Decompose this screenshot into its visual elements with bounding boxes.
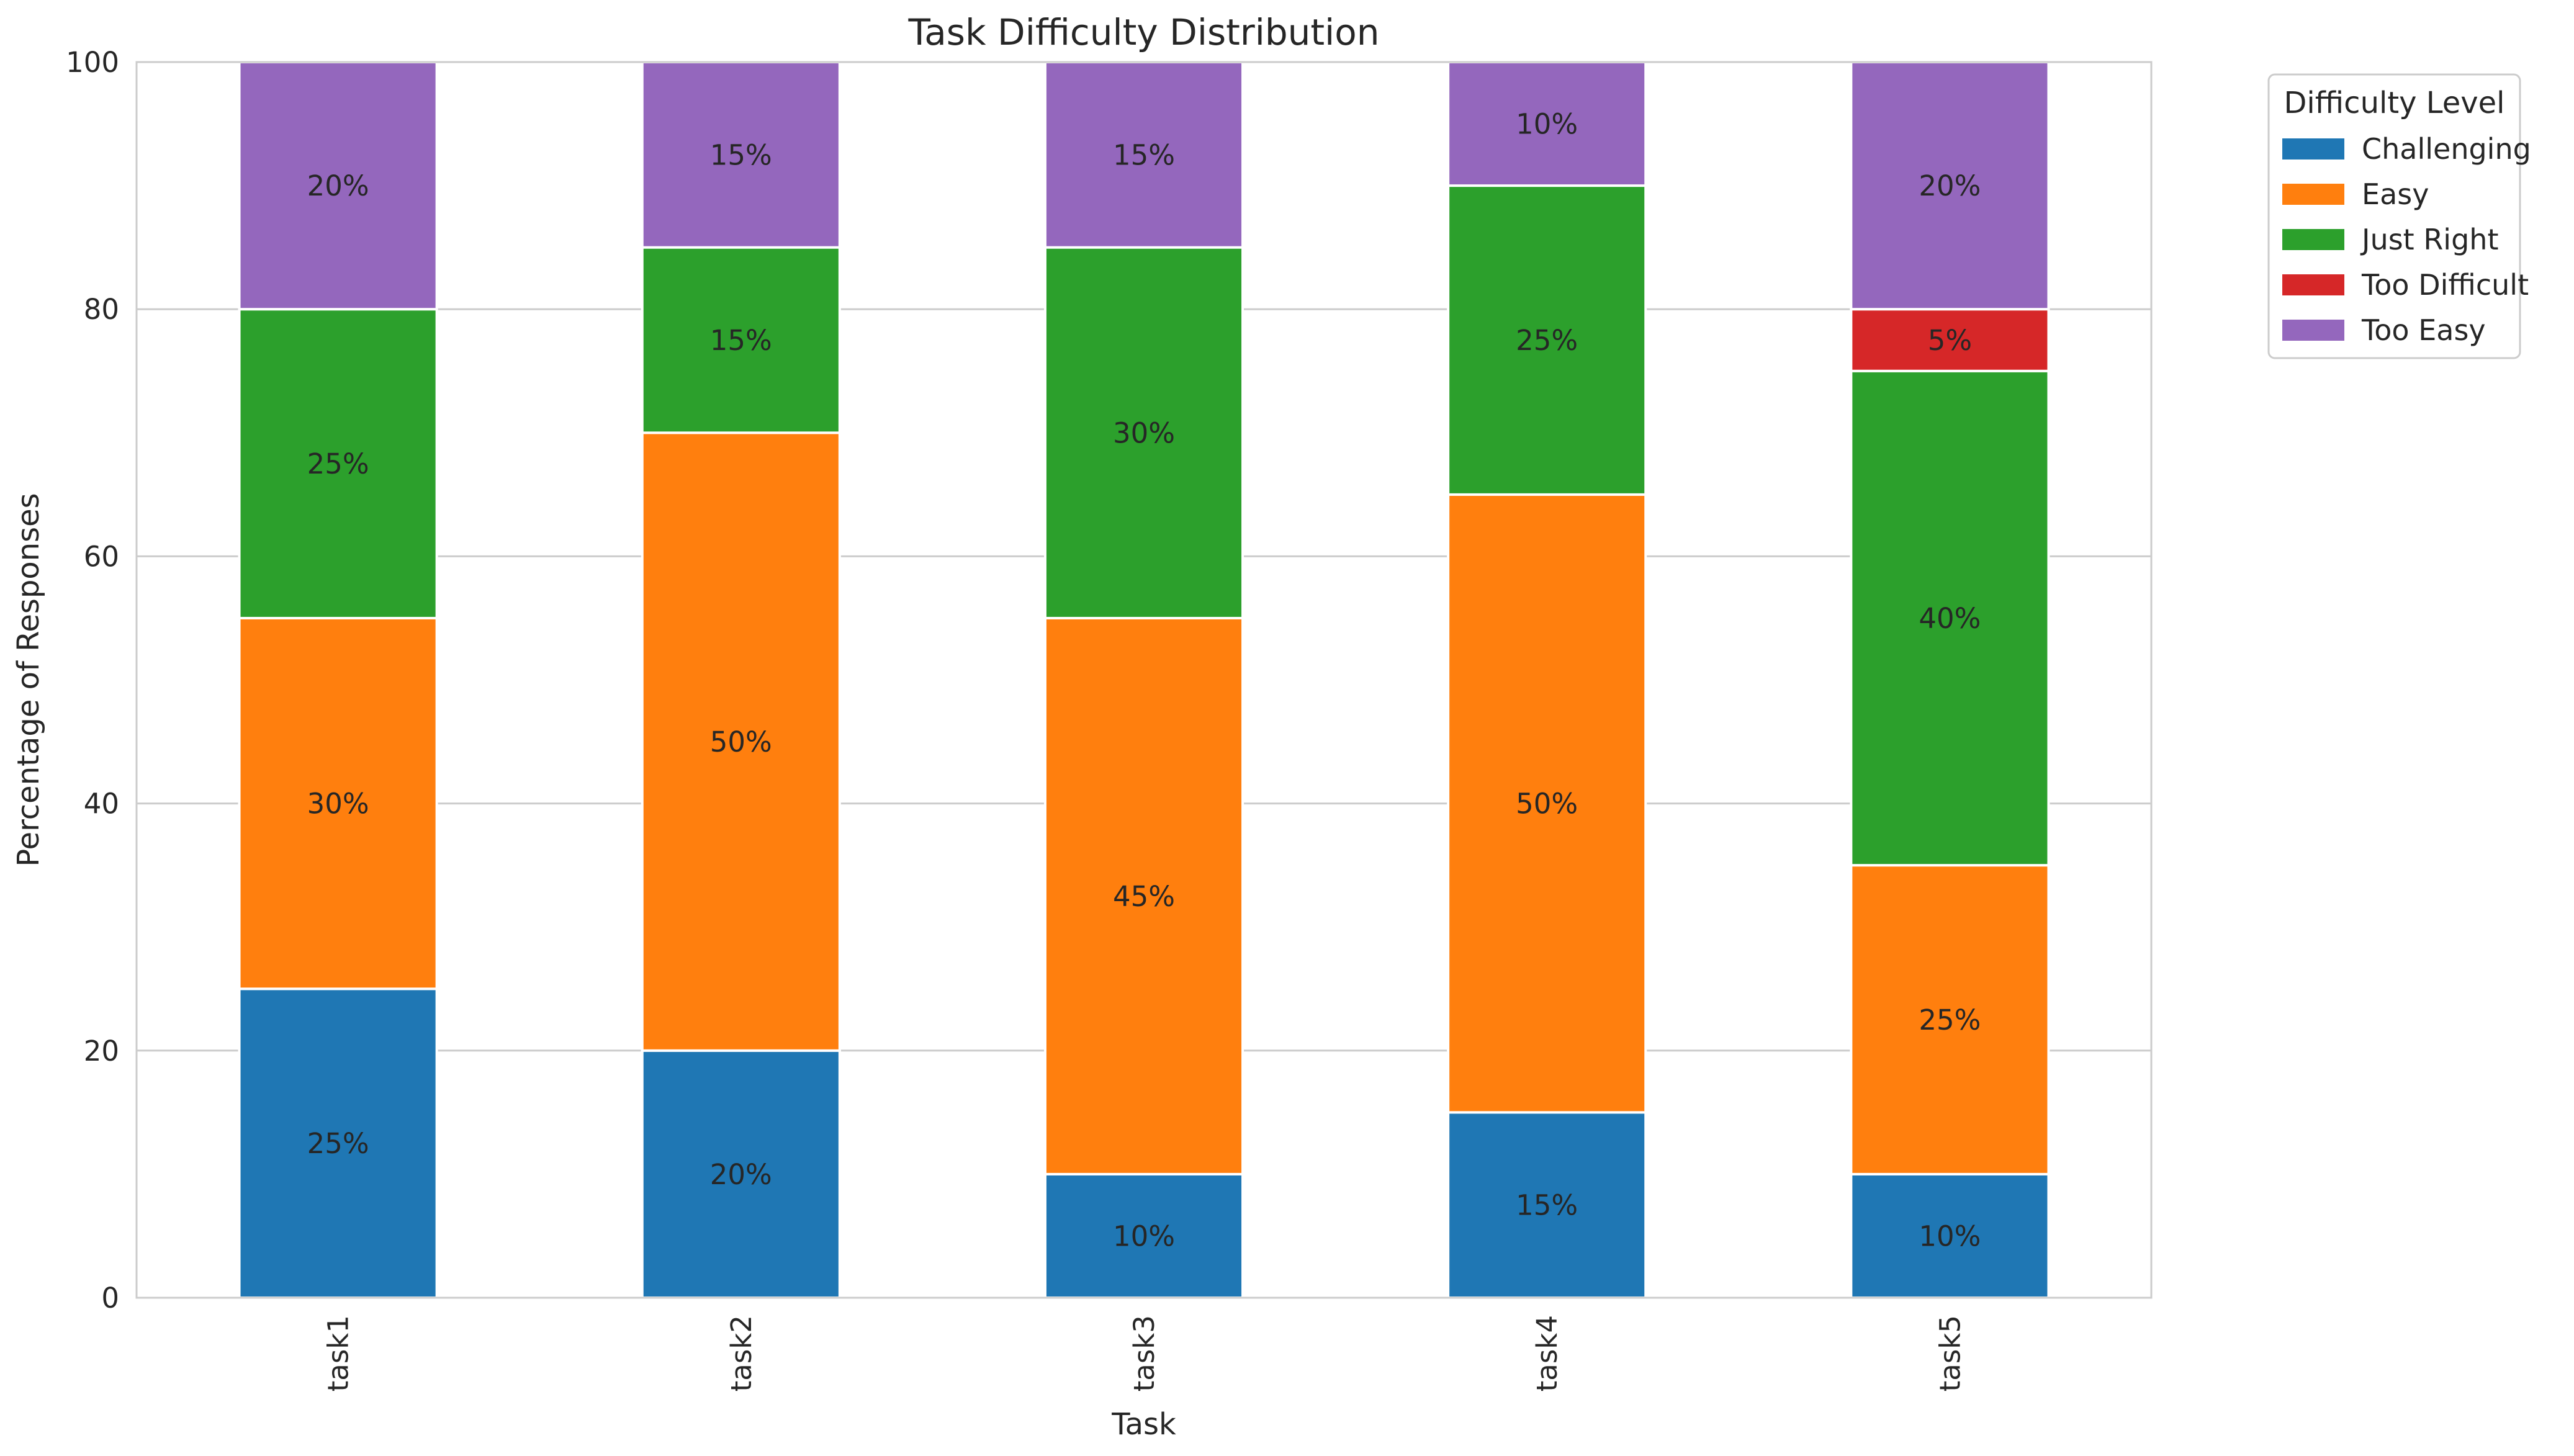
- bar-value-label: 30%: [1113, 416, 1175, 449]
- bar-segment: [1850, 61, 2050, 311]
- bar-segment: [1850, 308, 2050, 372]
- bar-value-label: 25%: [1516, 324, 1578, 357]
- y-tick-label: 80: [84, 293, 119, 326]
- bar-segment: [238, 308, 438, 619]
- bar-value-label: 10%: [1919, 1220, 1981, 1252]
- bar-segment: [1447, 61, 1647, 187]
- legend-swatch: [2282, 184, 2344, 205]
- bar-segment: [641, 61, 841, 249]
- bar-segment: [1850, 864, 2050, 1175]
- legend-swatch: [2282, 138, 2344, 160]
- bar-value-label: 20%: [710, 1158, 772, 1191]
- legend-title: Difficulty Level: [2284, 86, 2504, 120]
- y-tick-label: 60: [84, 540, 119, 573]
- legend-items: Challenging Easy Just Right Too Difficult To…: [2282, 132, 2531, 347]
- legend-label: Challenging: [2362, 132, 2531, 166]
- chart-title: Task Difficulty Distribution: [907, 11, 1379, 53]
- y-tick-label: 40: [84, 788, 119, 820]
- plot-frame: [135, 61, 2153, 1299]
- bar-value-label: 40%: [1919, 602, 1981, 635]
- y-tick-label: 100: [66, 46, 119, 79]
- bar-value-label: 50%: [710, 726, 772, 758]
- legend-label: Just Right: [2360, 223, 2498, 256]
- bar-segment: [238, 616, 438, 991]
- y-tick-label: 20: [84, 1035, 119, 1067]
- bar-segment: [1850, 1172, 2050, 1300]
- legend-swatch: [2282, 320, 2344, 341]
- bar-value-label: 45%: [1113, 880, 1175, 913]
- x-tick-labels: task1 task2 task3 task4 task5: [322, 1315, 1967, 1391]
- legend-label: Too Easy: [2361, 313, 2486, 347]
- legend-label: Easy: [2362, 178, 2429, 211]
- bar-labels: 25% 30% 25% 20% 20% 50% 15% 15% 10% 45% 30% 15% 15% 5…: [307, 108, 1981, 1253]
- legend: Difficulty Level Challenging Easy Just Rig…: [2267, 73, 2531, 359]
- bar-segment: [238, 61, 438, 311]
- legend-swatch: [2282, 274, 2344, 295]
- bar-segment: [238, 987, 438, 1299]
- bar-segment: [1043, 616, 1244, 1175]
- bar-segment: [1043, 1172, 1244, 1300]
- x-tick-label: task3: [1128, 1315, 1161, 1391]
- bar-value-label: 25%: [307, 447, 369, 480]
- legend-swatch: [2282, 229, 2344, 250]
- bar-segment: [1447, 184, 1647, 496]
- bar-value-label: 25%: [307, 1127, 369, 1160]
- bar-value-label: 25%: [1919, 1004, 1981, 1036]
- bar-value-label: 30%: [307, 788, 369, 820]
- bars: [238, 61, 2050, 1300]
- bar-value-label: 10%: [1516, 108, 1578, 141]
- legend-label: Too Difficult: [2361, 268, 2529, 302]
- x-tick-label: task1: [322, 1315, 355, 1391]
- bar-value-label: 15%: [710, 138, 772, 171]
- x-axis-title: Task: [1111, 1407, 1176, 1442]
- bar-value-label: 50%: [1516, 788, 1578, 820]
- y-tick-label: 0: [101, 1282, 119, 1314]
- bar-segment: [641, 431, 841, 1052]
- x-tick-label: task4: [1531, 1315, 1564, 1391]
- bar-segment: [1447, 1111, 1647, 1299]
- bar-segment: [1043, 61, 1244, 249]
- bar-value-label: 10%: [1113, 1220, 1175, 1252]
- x-tick-label: task5: [1933, 1315, 1966, 1391]
- y-axis-title: Percentage of Responses: [11, 493, 46, 866]
- bar-value-label: 20%: [1919, 169, 1981, 202]
- y-tick-labels: 0 20 40 60 80 100: [66, 46, 119, 1314]
- bar-value-label: 20%: [307, 169, 369, 202]
- bar-value-label: 5%: [1928, 324, 1972, 357]
- bar-segment: [1850, 369, 2050, 867]
- bar-value-label: 15%: [1113, 138, 1175, 171]
- x-tick-label: task2: [725, 1315, 758, 1391]
- bar-segment: [1447, 493, 1647, 1114]
- bar-value-label: 15%: [710, 324, 772, 357]
- bar-value-label: 15%: [1516, 1189, 1578, 1222]
